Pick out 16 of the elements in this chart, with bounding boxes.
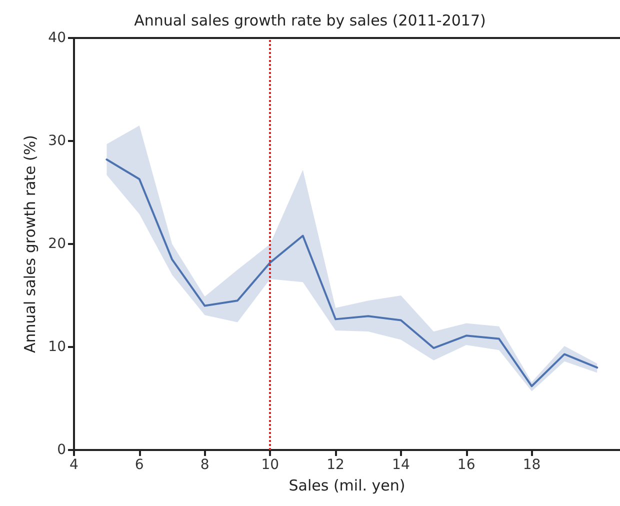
x-tick-label: 10 <box>261 457 280 473</box>
x-tick-label: 16 <box>457 457 476 473</box>
y-tick-label: 0 <box>57 442 66 458</box>
x-axis-title: Sales (mil. yen) <box>288 476 406 494</box>
y-tick-label: 20 <box>48 236 66 252</box>
y-axis-title: Annual sales growth rate (%) <box>20 134 39 354</box>
x-tick-label: 18 <box>522 457 541 473</box>
chart-title: Annual sales growth rate by sales (2011-2017) <box>134 12 486 30</box>
y-tick-label: 40 <box>48 30 66 46</box>
x-tick-label: 4 <box>70 457 79 473</box>
x-tick-label: 12 <box>326 457 344 473</box>
y-tick-label: 30 <box>48 133 66 149</box>
y-tick-label: 10 <box>48 339 66 355</box>
x-tick-label: 8 <box>200 457 210 473</box>
x-tick-label: 6 <box>134 457 144 473</box>
x-tick-label: 14 <box>392 457 410 473</box>
